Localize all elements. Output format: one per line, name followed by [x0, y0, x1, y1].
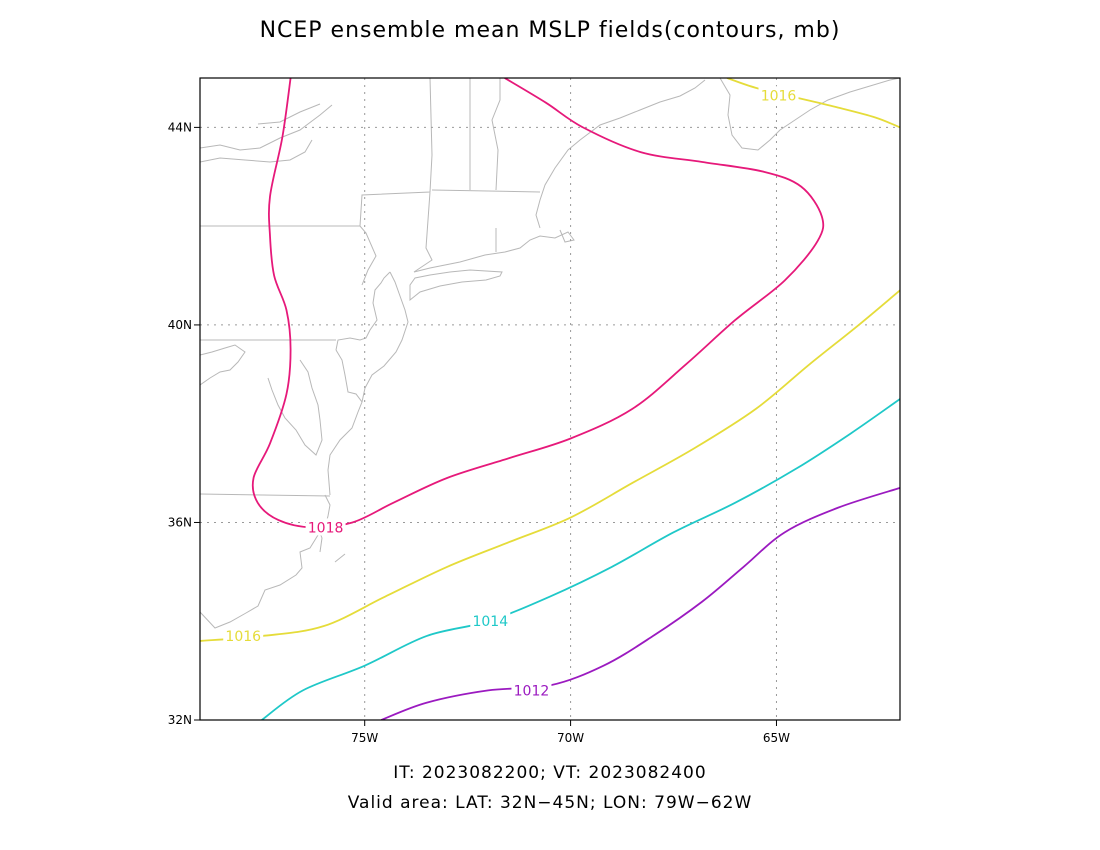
contour-label-bg-4 — [511, 681, 552, 699]
contour-lines — [200, 78, 900, 720]
basemap-coastlines — [200, 78, 900, 629]
x-tick-label-2: 65W — [763, 731, 790, 745]
coast-nj — [361, 271, 409, 403]
contour-label-1014-3: 1014 — [472, 614, 508, 630]
plot-frame — [199, 77, 901, 721]
great-lakes — [200, 103, 333, 163]
coast-nova-scotia — [719, 78, 900, 151]
contour-label-bg-0 — [305, 518, 346, 536]
axis-ticks: 75W 70W 65W 32N 36N 40N 44N — [168, 120, 790, 745]
chart-title: NCEP ensemble mean MSLP fields(contours,… — [259, 18, 841, 43]
coast-md-va-inland — [200, 344, 246, 386]
y-tick-label-1: 36N — [168, 515, 192, 529]
coast-carolinas — [200, 494, 331, 629]
contour-1016-1 — [200, 289, 900, 642]
contour-1018-0 — [251, 78, 825, 529]
contour-label-1016-2: 1016 — [761, 88, 797, 104]
y-tick-label-2: 40N — [168, 318, 192, 332]
grid-lines — [200, 78, 900, 720]
contour-label-1016-1: 1016 — [225, 629, 261, 645]
valid-area: Valid area: LAT: 32N−45N; LON: 79W−62W — [347, 793, 753, 813]
coast-long-island — [409, 269, 503, 302]
coast-ma-me — [535, 79, 706, 229]
contour-1014-3 — [261, 398, 900, 720]
contour-label-bg-2 — [758, 86, 799, 104]
contour-label-bg-1 — [223, 627, 264, 645]
contour-labels: 1018 1016 1016 1014 1012 — [223, 86, 799, 699]
y-tick-label-3: 44N — [168, 120, 192, 134]
coast-chesapeake — [267, 349, 363, 496]
x-tick-label-0: 75W — [351, 731, 378, 745]
x-tick-label-1: 70W — [557, 731, 584, 745]
contour-label-1012-4: 1012 — [514, 683, 550, 699]
contour-1012-4 — [380, 487, 900, 720]
state-borders — [200, 78, 541, 497]
init-valid-time: IT: 2023082200; VT: 2023082400 — [393, 763, 707, 783]
coast-ct-ri — [413, 229, 575, 273]
y-tick-label-0: 32N — [168, 713, 192, 727]
coast-delmarva — [335, 271, 391, 351]
contour-label-1018-0: 1018 — [308, 520, 344, 536]
contour-1016-2 — [726, 78, 900, 129]
contour-label-bg-3 — [470, 612, 511, 630]
